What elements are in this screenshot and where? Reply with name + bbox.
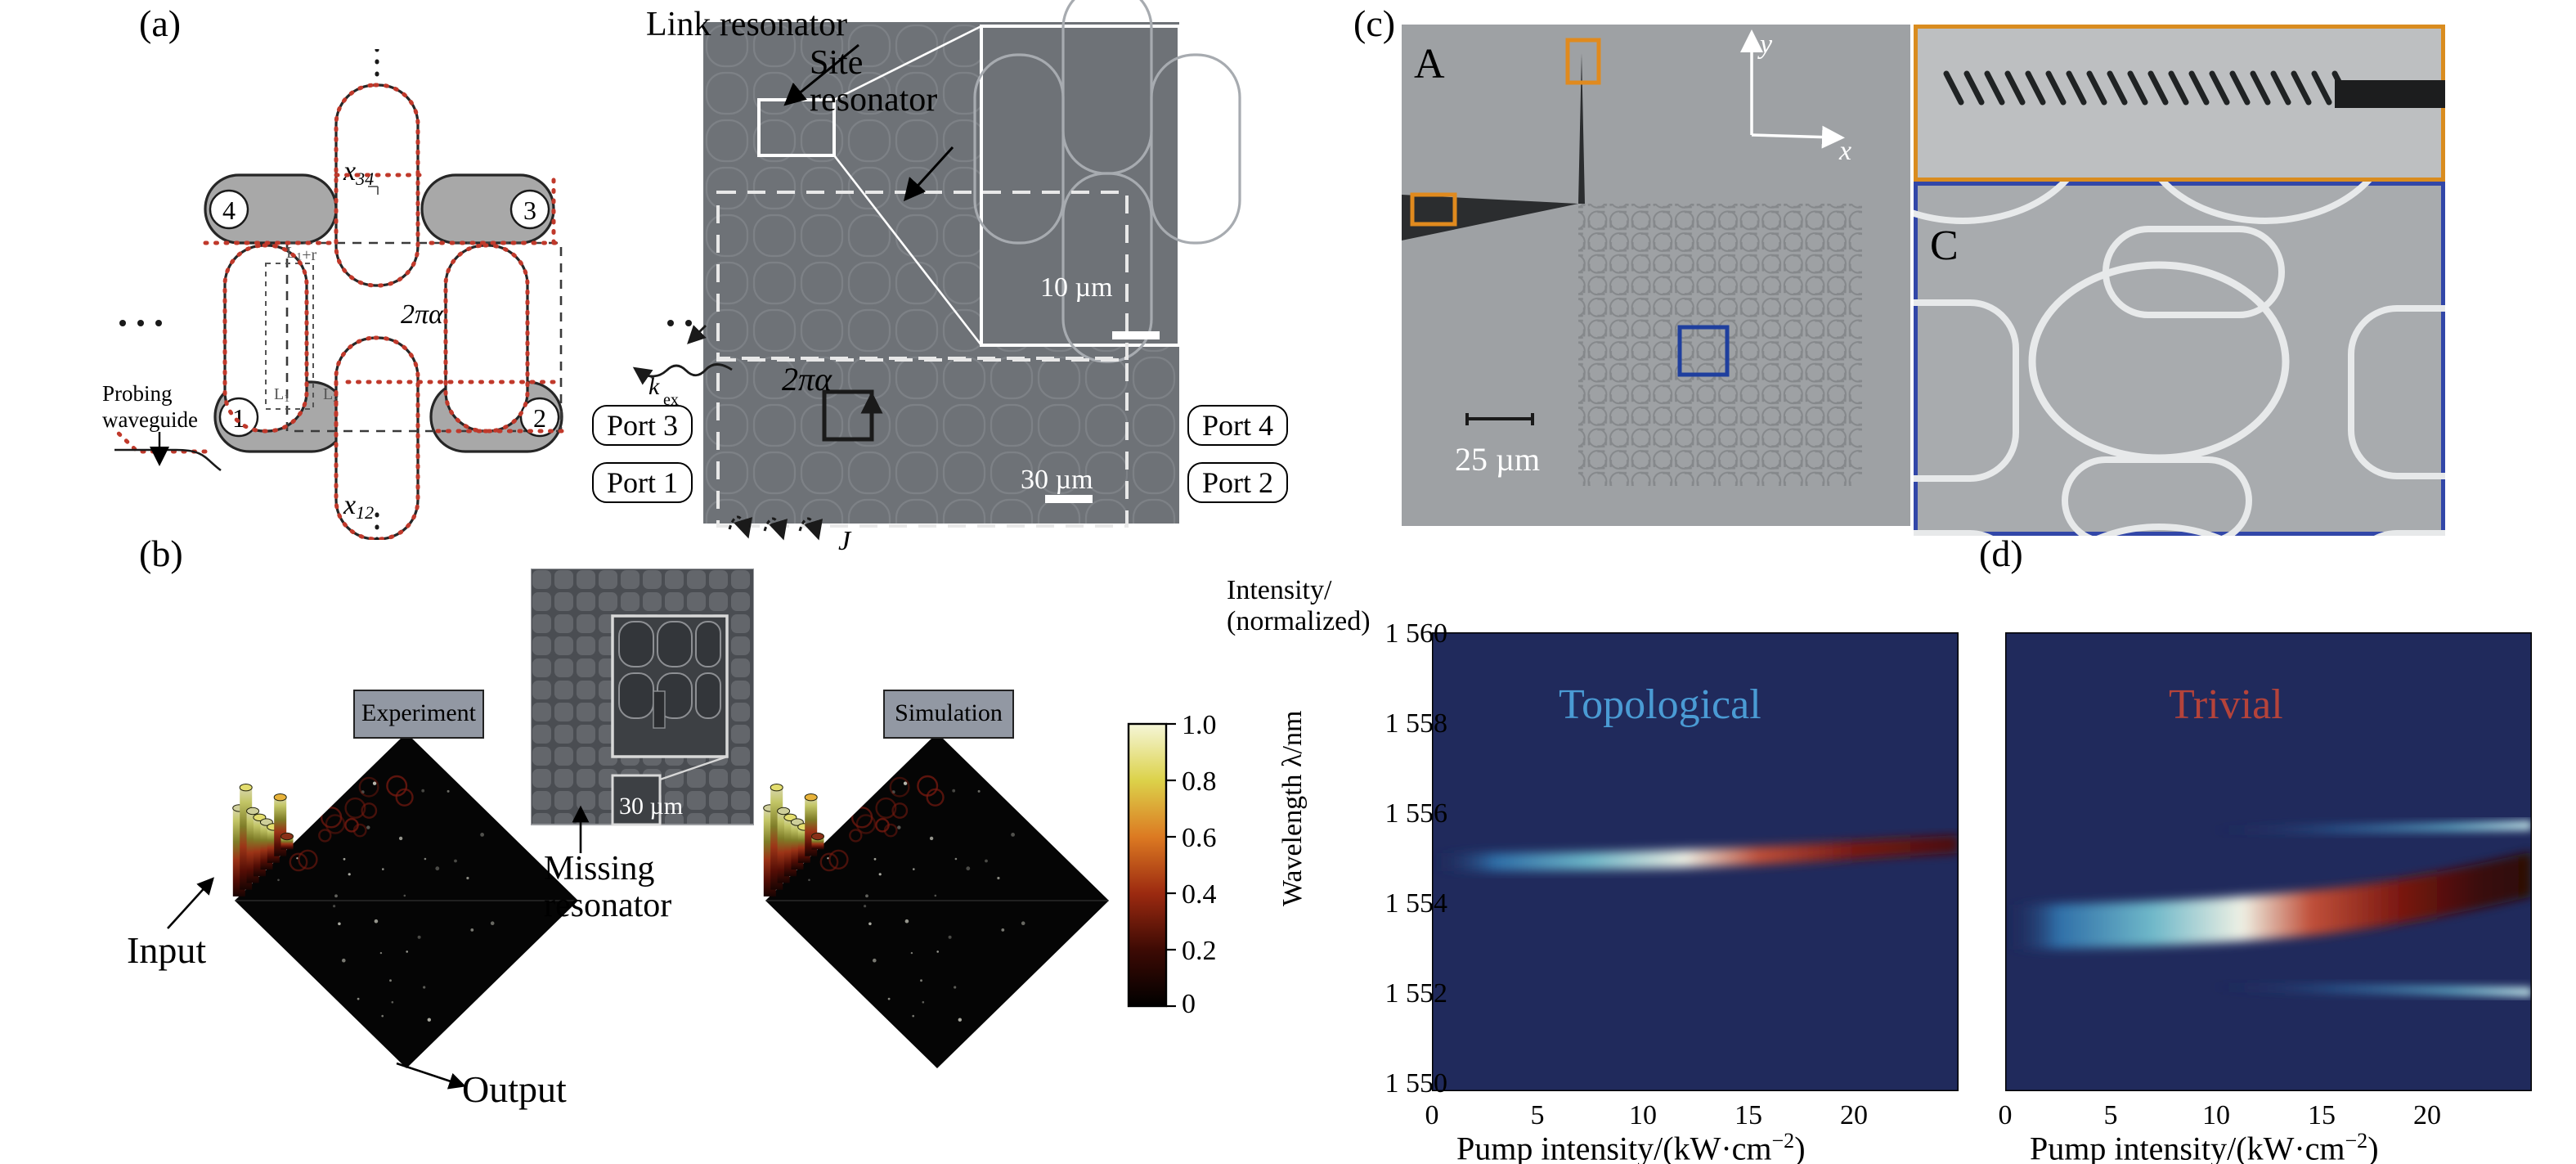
svg-text:1.0: 1.0 — [1182, 710, 1217, 740]
svg-text:k: k — [648, 373, 660, 400]
svg-text:2πα: 2πα — [401, 299, 444, 330]
svg-text:1 560: 1 560 — [1385, 618, 1448, 649]
svg-text:20: 20 — [2413, 1100, 2441, 1130]
svg-text:15: 15 — [2308, 1100, 2336, 1130]
svg-text:0: 0 — [1182, 989, 1196, 1019]
svg-text:y: y — [1757, 29, 1773, 60]
svg-text:30 µm: 30 µm — [619, 793, 683, 820]
svg-text:15: 15 — [1735, 1100, 1762, 1130]
svg-text:10: 10 — [2202, 1100, 2230, 1130]
svg-text:C: C — [1930, 222, 1959, 269]
svg-text:10 µm: 10 µm — [1040, 272, 1113, 303]
svg-text:0.4: 0.4 — [1182, 879, 1217, 910]
svg-text:10: 10 — [1629, 1100, 1657, 1130]
svg-text:1 554: 1 554 — [1385, 888, 1448, 919]
svg-text:4: 4 — [222, 195, 236, 225]
svg-text:25 µm: 25 µm — [1455, 441, 1540, 478]
svg-text:x: x — [1838, 136, 1851, 166]
svg-text:1 558: 1 558 — [1385, 708, 1448, 739]
svg-text:0.6: 0.6 — [1182, 823, 1217, 853]
svg-text:0.8: 0.8 — [1182, 766, 1217, 797]
svg-text:Trivial: Trivial — [2169, 681, 2283, 728]
svg-text:20: 20 — [1840, 1100, 1868, 1130]
svg-text:J: J — [838, 526, 852, 556]
svg-text:2: 2 — [533, 403, 546, 433]
svg-text:waveguide: waveguide — [102, 407, 198, 432]
svg-text:A: A — [1414, 41, 1445, 88]
svg-text:Probing: Probing — [102, 381, 173, 406]
svg-text:1 556: 1 556 — [1385, 798, 1448, 829]
svg-text:30 µm: 30 µm — [1021, 465, 1093, 495]
svg-text:1 552: 1 552 — [1385, 978, 1448, 1009]
svg-text:0: 0 — [1999, 1100, 2013, 1130]
svg-text:0: 0 — [1425, 1100, 1439, 1130]
svg-text:3: 3 — [523, 195, 536, 225]
svg-text:5: 5 — [1531, 1100, 1545, 1130]
svg-text:Topological: Topological — [1559, 681, 1761, 728]
svg-text:0.2: 0.2 — [1182, 936, 1217, 966]
svg-text:2πα: 2πα — [782, 361, 832, 398]
svg-text:5: 5 — [2104, 1100, 2118, 1130]
svg-text:1: 1 — [232, 403, 245, 433]
